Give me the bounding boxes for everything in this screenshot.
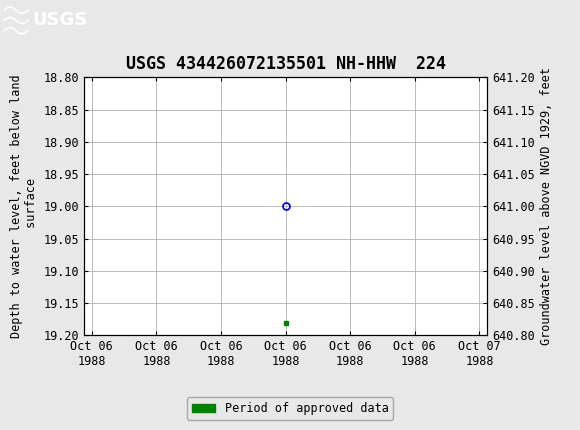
Y-axis label: Depth to water level, feet below land
 surface: Depth to water level, feet below land su…: [10, 74, 38, 338]
Title: USGS 434426072135501 NH-HHW  224: USGS 434426072135501 NH-HHW 224: [126, 55, 445, 73]
Text: USGS: USGS: [32, 12, 88, 29]
Y-axis label: Groundwater level above NGVD 1929, feet: Groundwater level above NGVD 1929, feet: [541, 68, 553, 345]
Legend: Period of approved data: Period of approved data: [187, 397, 393, 420]
